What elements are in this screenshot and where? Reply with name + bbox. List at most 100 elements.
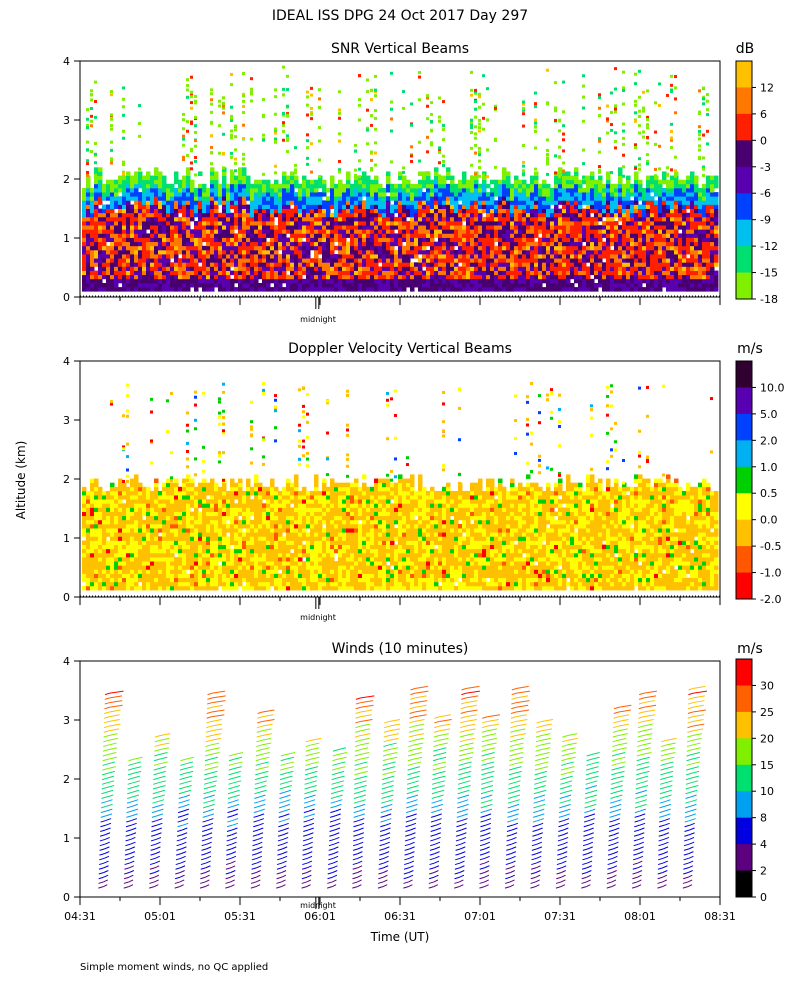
- snr-cell: [434, 270, 439, 276]
- snr-cell: [366, 204, 371, 209]
- snr-cell: [362, 179, 367, 185]
- snr-cell: [142, 237, 147, 243]
- snr-cell: [138, 122, 141, 126]
- snr-cell: [98, 270, 103, 276]
- snr-cell: [466, 225, 471, 230]
- snr-cell: [94, 183, 99, 189]
- snr-cell: [114, 249, 119, 255]
- snr-cell: [230, 83, 233, 87]
- snr-cell: [566, 212, 571, 218]
- snr-cell: [634, 237, 639, 243]
- snr-cell: [158, 204, 163, 209]
- snr-cell: [698, 274, 703, 280]
- snr-cell: [214, 229, 219, 234]
- snr-cell: [442, 237, 447, 243]
- snr-cell: [626, 237, 631, 243]
- snr-cell: [370, 150, 373, 154]
- snr-cell: [294, 229, 299, 234]
- snr-cell: [402, 204, 407, 209]
- snr-cell: [442, 258, 447, 263]
- snr-cell: [386, 254, 391, 259]
- snr-cell: [374, 233, 379, 238]
- snr-cell: [134, 208, 139, 214]
- snr-cell: [462, 262, 467, 267]
- snr-cell: [178, 216, 183, 222]
- snr-cell: [170, 216, 175, 222]
- doppler-cell: [90, 561, 95, 566]
- snr-cell: [686, 262, 691, 267]
- snr-cell: [654, 174, 657, 178]
- snr-cell: [242, 196, 247, 201]
- doppler-cell: [86, 528, 91, 533]
- snr-cell: [630, 229, 635, 234]
- snr-cell: [394, 274, 399, 280]
- snr-cell: [230, 118, 233, 122]
- snr-cell: [638, 216, 643, 222]
- snr-cell: [210, 233, 215, 238]
- snr-cell: [458, 266, 463, 271]
- snr-cell: [438, 221, 443, 226]
- snr-cell: [142, 196, 147, 201]
- snr-cell: [394, 183, 399, 189]
- snr-cell: [306, 229, 311, 234]
- snr-cell: [142, 270, 147, 276]
- snr-cell: [562, 254, 567, 259]
- snr-cell: [426, 135, 429, 139]
- snr-cell: [610, 216, 615, 222]
- doppler-cell: [90, 573, 95, 579]
- snr-cell: [694, 258, 699, 263]
- snr-cell: [338, 132, 341, 136]
- snr-cell: [246, 208, 251, 214]
- snr-cell: [174, 200, 179, 205]
- snr-cell: [398, 241, 403, 247]
- snr-cell: [530, 282, 535, 288]
- snr-cell: [122, 179, 127, 185]
- snr-cell: [314, 266, 319, 271]
- snr-cell: [194, 229, 199, 234]
- snr-cell: [550, 229, 555, 234]
- snr-cell: [458, 249, 463, 255]
- snr-cell: [238, 237, 243, 243]
- snr-cell: [270, 221, 275, 226]
- snr-cell: [306, 274, 311, 280]
- snr-cell: [422, 171, 427, 176]
- snr-cell: [166, 237, 171, 243]
- snr-cell: [534, 183, 539, 189]
- snr-cell: [654, 179, 659, 185]
- snr-cell: [182, 127, 185, 131]
- snr-cell: [150, 187, 155, 193]
- snr-cell: [106, 204, 111, 209]
- doppler-cell: [90, 544, 95, 550]
- snr-cell: [686, 266, 691, 271]
- snr-cell: [618, 254, 623, 259]
- snr-cell: [238, 187, 243, 193]
- snr-cell: [318, 270, 323, 276]
- snr-cell: [90, 119, 93, 123]
- snr-cell: [482, 229, 487, 234]
- snr-cell: [566, 192, 571, 197]
- snr-cell: [154, 282, 159, 288]
- snr-cell: [346, 241, 351, 247]
- snr-cell: [262, 258, 267, 263]
- snr-cell: [598, 150, 601, 154]
- snr-cell: [230, 105, 233, 109]
- snr-cell: [222, 258, 227, 263]
- snr-cell: [386, 274, 391, 280]
- snr-cell: [210, 187, 215, 193]
- snr-cell: [562, 169, 565, 173]
- snr-cell: [478, 208, 483, 214]
- snr-cell: [118, 183, 123, 189]
- snr-cell: [658, 196, 663, 201]
- snr-cell: [586, 245, 591, 251]
- snr-cell: [482, 221, 487, 226]
- snr-cell: [590, 229, 595, 234]
- snr-cell: [534, 254, 539, 259]
- snr-cell: [638, 208, 643, 214]
- snr-cell: [318, 212, 323, 218]
- snr-cell: [398, 258, 403, 263]
- snr-cell: [598, 212, 603, 218]
- snr-cell: [146, 282, 151, 288]
- snr-cell: [658, 262, 663, 267]
- snr-cell: [430, 262, 435, 267]
- snr-cell: [458, 254, 463, 259]
